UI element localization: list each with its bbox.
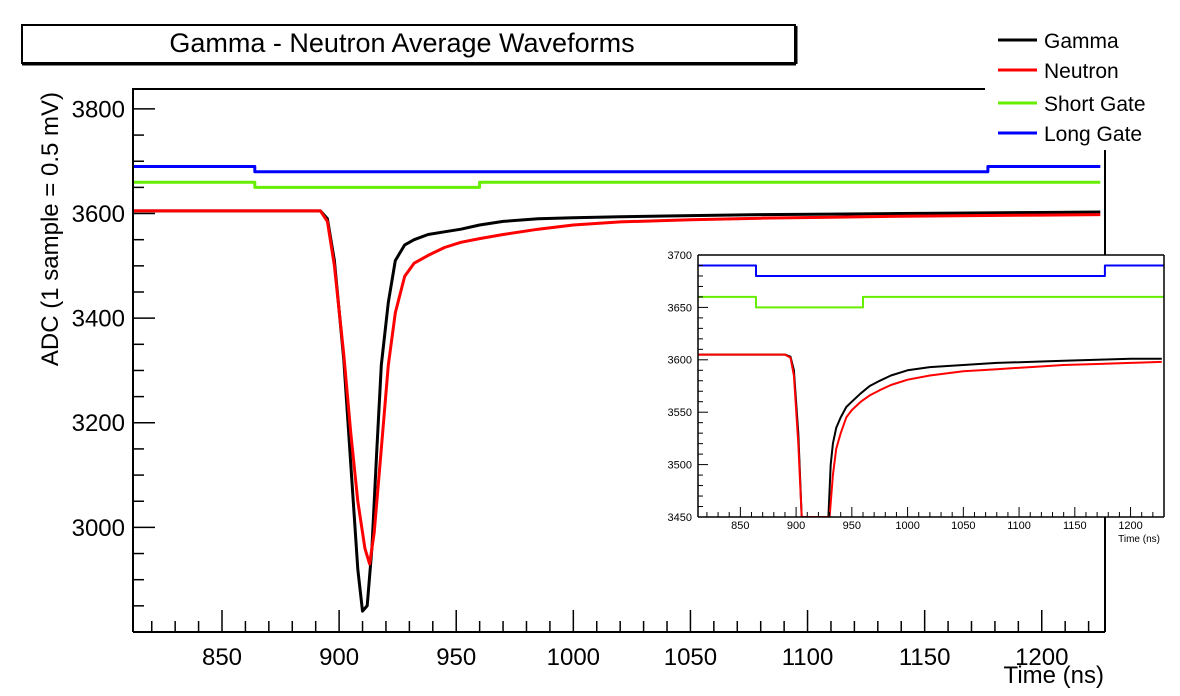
inset-y-tick-label: 3450 bbox=[668, 512, 692, 524]
main-x-tick-label: 1000 bbox=[547, 644, 600, 671]
main-y-axis-title: ADC (1 sample = 0.5 mV) bbox=[37, 92, 64, 366]
inset-y-tick-label: 3600 bbox=[668, 355, 692, 367]
legend-label-neutron: Neutron bbox=[1044, 60, 1119, 83]
main-y-tick-label: 3800 bbox=[72, 96, 125, 123]
inset-y-tick-label: 3650 bbox=[668, 302, 692, 314]
legend-background bbox=[985, 22, 1165, 150]
inset-x-tick-label: 1100 bbox=[1007, 520, 1031, 532]
inset-series-short-gate bbox=[698, 295, 1164, 309]
inset-series-group bbox=[698, 264, 1164, 517]
main-y-tick-label: 3600 bbox=[72, 201, 125, 228]
inset-x-tick-label: 850 bbox=[731, 520, 749, 532]
inset-y-tick-label: 3500 bbox=[668, 459, 692, 471]
main-series-neutron bbox=[133, 209, 1101, 566]
inset-x-tick-label: 1150 bbox=[1063, 520, 1087, 532]
inset-x-tick-label: 950 bbox=[843, 520, 861, 532]
main-x-tick-label: 1100 bbox=[782, 644, 834, 671]
title-box: Gamma - Neutron Average Waveforms bbox=[21, 24, 798, 66]
inset-plot-area bbox=[698, 255, 1164, 517]
inset-x-axis-title: Time (ns) bbox=[1118, 534, 1160, 545]
legend-label-short-gate: Short Gate bbox=[1044, 93, 1146, 116]
main-y-tick-label: 3200 bbox=[72, 410, 125, 437]
inset-x-tick-label: 900 bbox=[787, 520, 805, 532]
main-x-axis-title: Time (ns) bbox=[1004, 662, 1104, 689]
inset-plot: 850 900 950 1000 1050 1100 1150 1200 3450 3500 355… bbox=[668, 250, 1165, 545]
chart-title: Gamma - Neutron Average Waveforms bbox=[169, 28, 634, 58]
main-x-tick-label: 1050 bbox=[664, 644, 717, 671]
inset-series-long-gate bbox=[698, 264, 1164, 277]
legend: Gamma Neutron Short Gate Long Gate bbox=[133, 22, 1165, 150]
main-series-short-gate bbox=[133, 180, 1101, 189]
main-x-tick-label: 1200 bbox=[1015, 644, 1068, 671]
legend-label-gamma: Gamma bbox=[1044, 30, 1119, 53]
inset-y-tick-label: 3550 bbox=[668, 407, 692, 419]
inset-x-tick-label: 1000 bbox=[895, 520, 919, 532]
inset-series-neutron bbox=[698, 353, 1162, 517]
main-series-group bbox=[133, 165, 1101, 613]
main-x-tick-label: 850 bbox=[202, 644, 242, 671]
main-x-tick-label: 950 bbox=[436, 644, 476, 671]
main-series-long-gate bbox=[133, 165, 1101, 174]
legend-label-long-gate: Long Gate bbox=[1044, 123, 1142, 146]
main-y-tick-label: 3400 bbox=[72, 306, 125, 333]
main-x-tick-label: 900 bbox=[319, 644, 359, 671]
inset-x-tick-label: 1050 bbox=[951, 520, 975, 532]
main-x-tick-label: 1150 bbox=[899, 644, 951, 671]
inset-x-tick-label: 1200 bbox=[1118, 520, 1142, 532]
inset-y-tick-label: 3700 bbox=[668, 250, 692, 262]
main-y-tick-label: 3000 bbox=[72, 515, 125, 542]
